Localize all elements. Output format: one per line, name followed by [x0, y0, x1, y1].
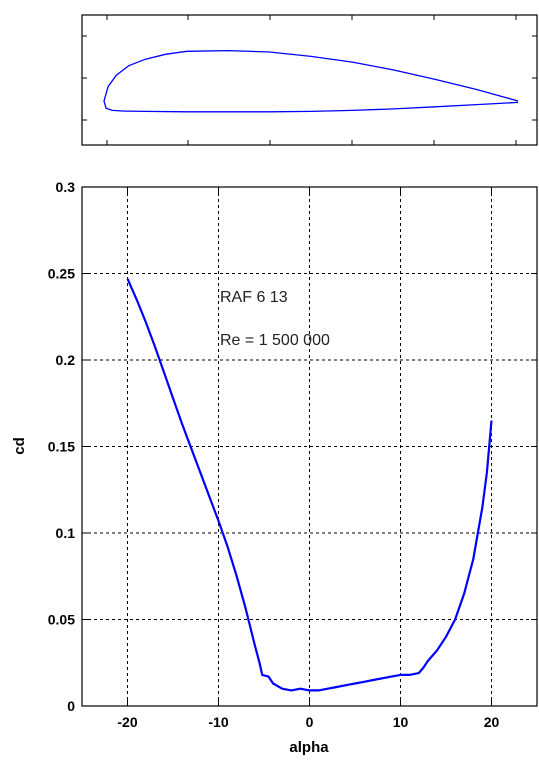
x-tick-label: 10: [393, 714, 409, 730]
y-tick-label: 0.2: [56, 352, 76, 368]
axis-ticks: [82, 186, 537, 707]
airfoil-profile-curve: [103, 49, 519, 113]
annotation-reynolds-number: Re = 1 500 000: [220, 332, 330, 349]
x-tick-label: 20: [484, 714, 500, 730]
y-tick-label: 0.1: [56, 525, 76, 541]
airfoil-plot: [81, 14, 538, 146]
x-tick-label: 0: [306, 714, 314, 730]
annotation-airfoil-name: RAF 6 13: [220, 289, 288, 306]
drag-polar-plot: -20 -10 0 10 20 0 0.05 0.1 0.15 0.2 0.25 0.3 RAF 6…: [11, 179, 538, 756]
y-tick-label: 0.05: [48, 612, 75, 628]
grid-lines: [82, 187, 537, 706]
x-tick-labels: -20 -10 0 10 20: [117, 714, 499, 730]
y-tick-label: 0: [67, 698, 75, 714]
y-tick-label: 0.15: [48, 439, 75, 455]
y-tick-labels: 0 0.05 0.1 0.15 0.2 0.25 0.3: [48, 179, 75, 714]
x-axis-label: alpha: [289, 739, 329, 756]
airfoil-ticks: [82, 15, 537, 145]
airfoil-plot-frame: [81, 14, 538, 146]
y-tick-label: 0.25: [48, 266, 75, 282]
x-tick-label: -10: [208, 714, 228, 730]
y-tick-label: 0.3: [56, 179, 76, 195]
y-axis-label: cd: [11, 437, 28, 455]
x-tick-label: -20: [117, 714, 137, 730]
cd-alpha-curve: [126, 278, 493, 692]
